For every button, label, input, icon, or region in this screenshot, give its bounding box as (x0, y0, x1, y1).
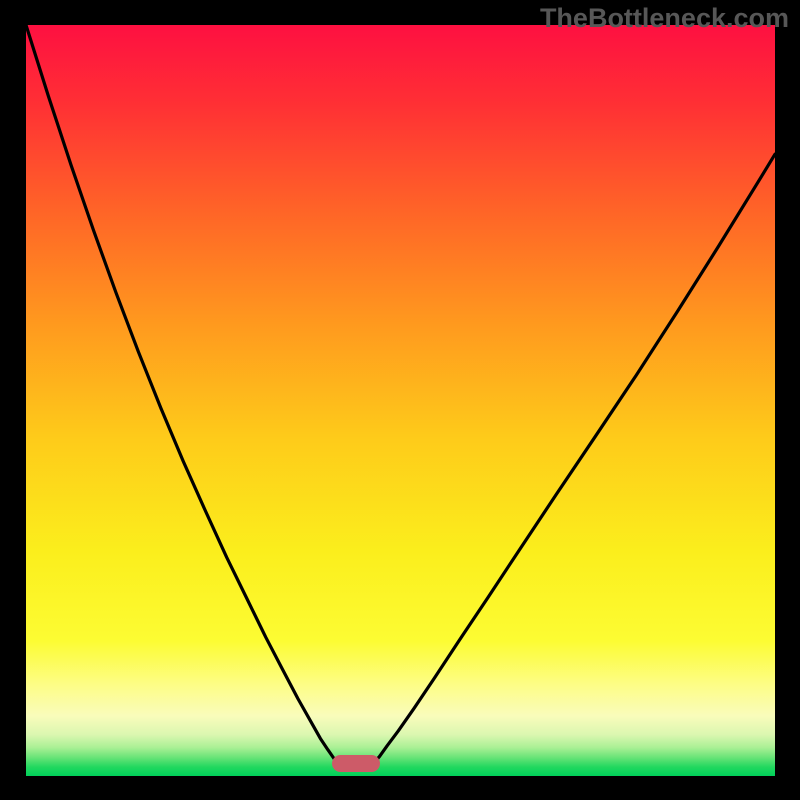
bottleneck-marker (332, 755, 380, 772)
frame-bottom (0, 776, 800, 800)
frame-left (0, 0, 26, 800)
chart-svg (26, 25, 775, 776)
gradient-background (26, 25, 775, 776)
watermark-label: TheBottleneck.com (540, 3, 789, 33)
chart-plot-area (26, 25, 775, 776)
watermark-text: TheBottleneck.com (540, 3, 789, 34)
frame-right (775, 0, 800, 800)
